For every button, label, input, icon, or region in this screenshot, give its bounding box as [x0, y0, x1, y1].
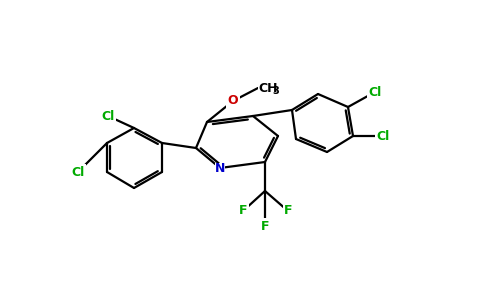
Text: Cl: Cl — [101, 110, 115, 122]
Text: CH: CH — [258, 82, 277, 94]
Text: N: N — [215, 163, 225, 176]
Text: F: F — [284, 205, 292, 218]
Text: Cl: Cl — [71, 166, 85, 178]
Text: F: F — [261, 220, 269, 232]
Text: 3: 3 — [272, 86, 279, 96]
Text: Cl: Cl — [377, 130, 390, 142]
Text: O: O — [227, 94, 238, 107]
Text: Cl: Cl — [368, 85, 381, 98]
Text: F: F — [239, 205, 247, 218]
